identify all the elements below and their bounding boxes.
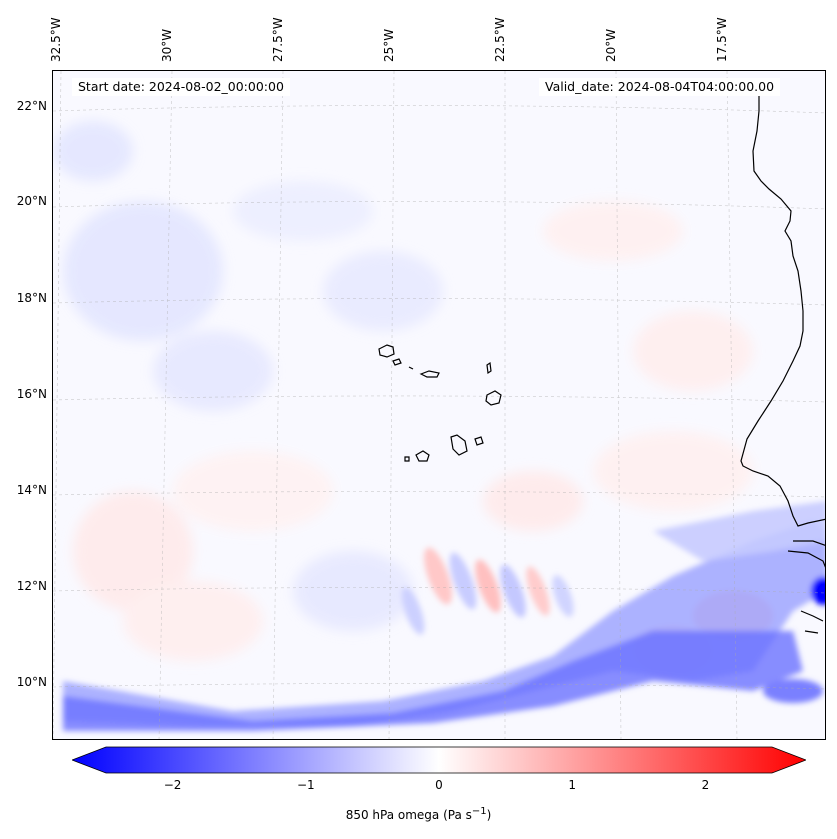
- graticule: [53, 71, 825, 739]
- lat-label: 20°N: [16, 194, 47, 208]
- omega-field-map: [53, 71, 825, 739]
- lat-label: 14°N: [16, 483, 47, 497]
- lon-label: 32.5°W: [49, 17, 63, 62]
- lon-label: 22.5°W: [493, 17, 507, 62]
- africa-coastline: [740, 91, 825, 527]
- lon-label: 27.5°W: [271, 17, 285, 62]
- colorbar-graphic: [70, 746, 808, 774]
- colorbar-tick-label: −1: [296, 778, 315, 792]
- colorbar-tick-label: 0: [435, 778, 443, 792]
- valid-date-label: Valid_date: 2024-08-04T04:00:00.00: [539, 78, 781, 96]
- colorbar-tick-label: 1: [568, 778, 577, 792]
- start-date-label: Start date: 2024-08-02_00:00:00: [72, 78, 290, 96]
- map-panel[interactable]: [52, 70, 826, 740]
- lon-label: 25°W: [382, 28, 396, 62]
- omega-field: [53, 121, 825, 731]
- lon-label: 30°W: [160, 28, 174, 62]
- colorbar-tick-label: −2: [163, 778, 182, 792]
- colorbar-ticks: −2 −1 0 1 2: [0, 778, 837, 798]
- lat-label: 22°N: [16, 99, 47, 113]
- lat-label: 18°N: [16, 291, 47, 305]
- cape-verde-islands: [378, 344, 502, 462]
- colorbar-label-close: ): [486, 808, 492, 822]
- colorbar: [70, 746, 808, 774]
- colorbar-label-text: 850 hPa omega (Pa s: [345, 808, 472, 822]
- colorbar-tick-label: 2: [701, 778, 710, 792]
- lon-label: 17.5°W: [715, 17, 729, 62]
- colorbar-bar: [70, 746, 808, 774]
- lat-label: 10°N: [16, 675, 47, 689]
- colorbar-label: 850 hPa omega (Pa s−1): [0, 806, 837, 822]
- lat-label: 16°N: [16, 387, 47, 401]
- lat-label: 12°N: [16, 579, 47, 593]
- colorbar-label-sup: −1: [471, 806, 487, 817]
- lon-label: 20°W: [604, 28, 618, 62]
- coastline: [740, 91, 825, 634]
